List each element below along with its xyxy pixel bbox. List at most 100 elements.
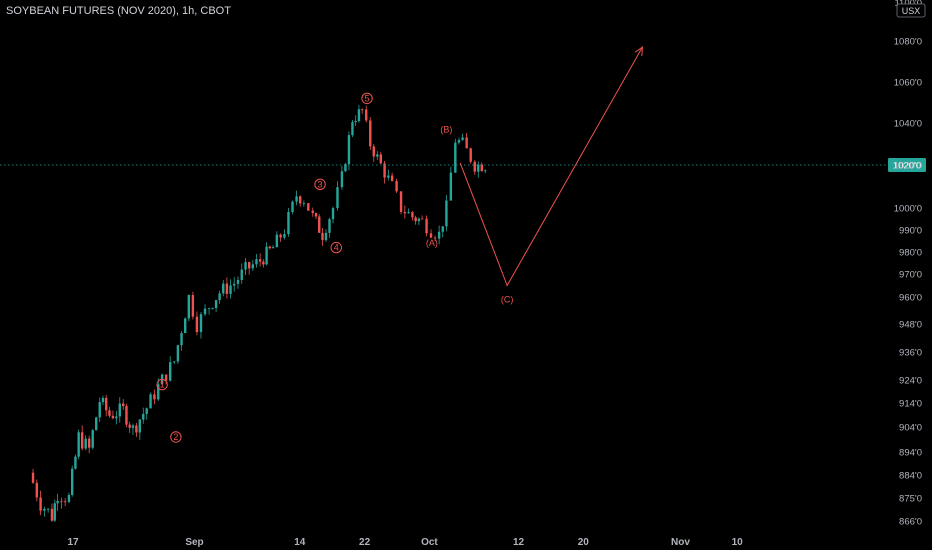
wave-label-1: 1 (160, 380, 165, 390)
candle-body (268, 246, 272, 249)
candle-body (433, 237, 437, 239)
candle-body (390, 175, 394, 182)
candle-body (291, 201, 294, 212)
candle-body (287, 211, 290, 235)
wave-labels: 1 2 3 4 5 (A) (B) (C) (156, 92, 514, 443)
candle-body (70, 468, 74, 495)
price-axis[interactable]: 866'0 875'0 884'0 894'0 904'0 914'0 924'0 936'0… (894, 0, 926, 528)
last-price-badge (888, 158, 926, 172)
candle-body (240, 269, 243, 280)
candle-body (31, 472, 35, 483)
x-tick-label: 20 (578, 537, 590, 548)
candle-body (357, 109, 361, 122)
candle-body (95, 417, 98, 431)
candle-body (207, 308, 211, 310)
candle-body (50, 508, 54, 521)
x-tick-label: 10 (732, 537, 744, 548)
y-tick-label: 980'0 (899, 248, 922, 259)
candle-body (244, 262, 247, 270)
candle-body (399, 191, 403, 212)
candle-body (195, 316, 199, 333)
y-tick-label: 1060'0 (894, 78, 922, 89)
last-price-label: 1020'0 (893, 161, 921, 172)
candle-body (360, 109, 364, 111)
x-tick-label: 17 (67, 537, 79, 548)
x-tick-label: Sep (185, 537, 203, 548)
y-tick-label: 914'0 (899, 399, 922, 410)
candle-body (191, 295, 195, 317)
currency-badge[interactable] (896, 3, 926, 18)
candle-body (91, 430, 94, 448)
candle-body (67, 494, 71, 502)
candle-body (111, 415, 115, 419)
candle-body (214, 300, 218, 309)
last-price-line: 1020'0 (0, 158, 926, 172)
y-tick-label: 970'0 (899, 270, 922, 281)
candle-body (295, 196, 298, 202)
candlestick-series (31, 104, 487, 522)
candle-body (445, 200, 448, 227)
candle-body (429, 233, 433, 238)
candle-body (164, 374, 168, 381)
candle-body (39, 497, 42, 511)
time-axis[interactable]: 17 Sep 14 22 Oct 12 20 Nov 10 (67, 537, 743, 548)
candle-body (387, 175, 390, 178)
candle-body (480, 164, 483, 172)
candle-body (449, 172, 453, 201)
x-tick-label: 12 (513, 537, 525, 548)
candle-body (169, 362, 172, 381)
candle-body (336, 187, 339, 209)
candle-body (457, 139, 461, 143)
candle-body (80, 432, 84, 449)
y-tick-label: 904'0 (899, 423, 922, 434)
candle-body (142, 413, 145, 420)
candle-body (255, 259, 258, 265)
x-tick-label: 14 (294, 537, 306, 548)
candle-body (251, 264, 255, 269)
candle-body (403, 211, 407, 214)
candle-body (369, 120, 372, 147)
candle-body (187, 295, 191, 319)
candle-body (271, 247, 275, 249)
x-tick-label: Nov (671, 537, 690, 548)
candle-body (183, 318, 187, 334)
candle-body (118, 403, 121, 417)
candle-body (77, 432, 80, 457)
elliott-projection (459, 46, 643, 287)
wave-label-circle (170, 431, 182, 443)
candle-body (441, 226, 444, 232)
candle-body (229, 285, 232, 294)
candle-body (222, 283, 225, 294)
candle-body (84, 438, 87, 449)
projection-arrowhead (634, 46, 643, 57)
candle-body (461, 137, 464, 140)
candle-body (74, 456, 77, 469)
candle-body (138, 419, 142, 433)
y-tick-label: 924'0 (899, 376, 922, 387)
candle-body (247, 262, 251, 269)
candle-body (383, 163, 386, 178)
candle-body (153, 394, 156, 400)
y-tick-label: 875'0 (899, 494, 922, 505)
chart-title: SOYBEAN FUTURES (NOV 2020), 1h, CBOT (6, 5, 231, 17)
candle-body (314, 213, 318, 217)
wave-label-c: (C) (501, 294, 514, 304)
candle-body (365, 109, 368, 121)
candle-body (218, 293, 221, 301)
candle-body (115, 416, 118, 419)
wave-label-circle (314, 178, 326, 191)
candle-body (265, 246, 268, 265)
candle-body (407, 212, 410, 214)
y-tick-label: 936'0 (899, 348, 922, 359)
candle-body (340, 171, 344, 188)
candle-body (43, 508, 46, 511)
wave-label-5: 5 (365, 93, 370, 103)
candle-body (395, 181, 398, 192)
candle-body (236, 279, 240, 284)
y-tick-label: 884'0 (899, 471, 922, 482)
candle-body (469, 148, 472, 162)
y-tick-label: 866'0 (899, 517, 922, 528)
candle-body (211, 308, 214, 309)
candle-body (477, 164, 480, 172)
